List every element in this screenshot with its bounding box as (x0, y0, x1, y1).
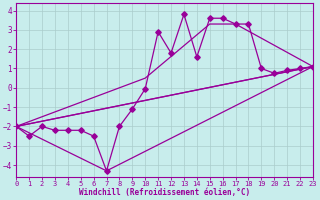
X-axis label: Windchill (Refroidissement éolien,°C): Windchill (Refroidissement éolien,°C) (79, 188, 250, 197)
